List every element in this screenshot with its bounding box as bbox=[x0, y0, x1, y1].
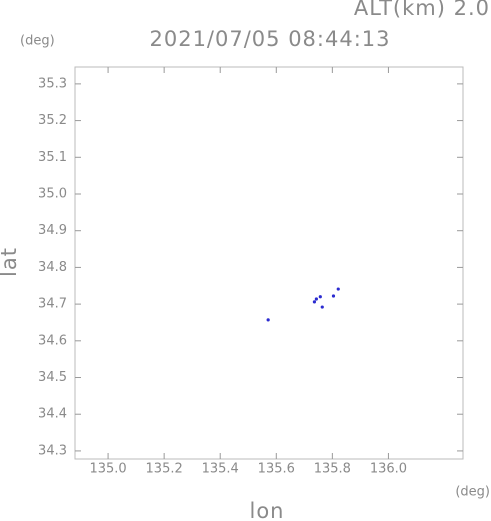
y-tick-label: 35.3 bbox=[38, 76, 67, 91]
y-tick-label: 34.7 bbox=[38, 297, 67, 312]
plot-frame bbox=[74, 66, 464, 460]
x-tick-label: 135.2 bbox=[146, 462, 183, 477]
point bbox=[331, 294, 336, 298]
y-tick-label: 34.3 bbox=[38, 443, 67, 458]
y-tick-label: 34.8 bbox=[38, 260, 67, 275]
x-tick-label: 135.4 bbox=[202, 462, 239, 477]
y-unit: (deg) bbox=[20, 34, 55, 49]
point bbox=[314, 297, 318, 301]
x-unit: (deg) bbox=[455, 485, 490, 500]
x-tick-label: 135.0 bbox=[89, 462, 126, 477]
point bbox=[266, 318, 270, 322]
y-tick-label: 34.4 bbox=[38, 407, 67, 422]
x-axis-label: lon bbox=[250, 499, 285, 521]
x-tick-label: 135.8 bbox=[314, 462, 351, 477]
y-tick-label: 34.9 bbox=[38, 223, 67, 238]
point bbox=[312, 300, 317, 304]
point bbox=[336, 287, 340, 291]
y-tick-label: 35.0 bbox=[38, 186, 67, 201]
y-axis-label: lat bbox=[0, 247, 21, 277]
chart-title: 2021/07/05 08:44:13 bbox=[149, 27, 390, 51]
altitude-label: ALT(km) 2.0 bbox=[354, 0, 490, 20]
y-tick-label: 35.2 bbox=[38, 113, 67, 128]
point bbox=[320, 305, 324, 309]
y-tick-label: 35.1 bbox=[38, 150, 67, 165]
x-tick-label: 135.6 bbox=[258, 462, 295, 477]
point bbox=[318, 295, 322, 299]
y-tick-label: 34.5 bbox=[38, 370, 67, 385]
y-tick-label: 34.6 bbox=[38, 333, 67, 348]
x-tick-label: 136.0 bbox=[370, 462, 407, 477]
